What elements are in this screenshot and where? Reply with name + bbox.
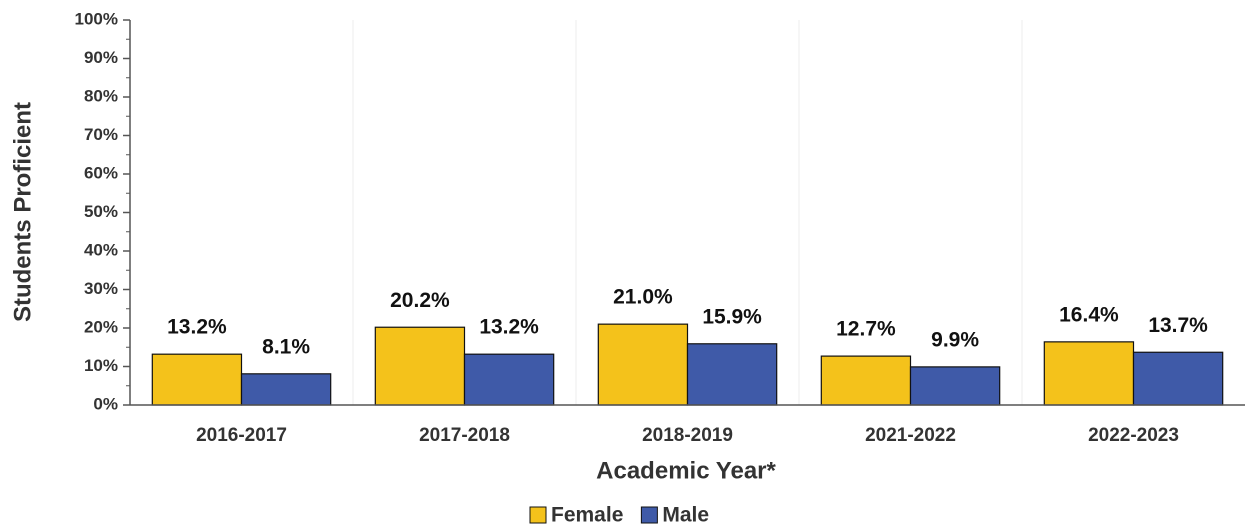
value-label: 13.7% <box>1148 314 1208 337</box>
bar <box>1132 351 1224 406</box>
y-tick-label: 90% <box>84 48 118 67</box>
x-tick-label: 2018-2019 <box>642 425 733 446</box>
legend-label: Male <box>662 504 709 526</box>
x-tick-label: 2017-2018 <box>419 425 510 446</box>
bar <box>909 366 1001 406</box>
legend-swatch <box>529 506 547 524</box>
y-tick-label: 80% <box>84 86 118 105</box>
bar <box>597 323 689 406</box>
value-label: 16.4% <box>1059 303 1119 326</box>
value-label: 8.1% <box>262 335 310 358</box>
value-label: 20.2% <box>390 289 450 312</box>
y-tick-label: 70% <box>84 125 118 144</box>
y-tick-label: 60% <box>84 163 118 182</box>
x-axis-title: Academic Year* <box>596 457 776 484</box>
y-tick-label: 0% <box>93 394 118 413</box>
bar <box>820 355 912 406</box>
bar <box>151 353 243 406</box>
y-tick-label: 30% <box>84 279 118 298</box>
bar <box>374 326 466 406</box>
bar <box>240 373 332 406</box>
bar <box>1043 341 1135 406</box>
legend-swatch <box>640 506 658 524</box>
y-axis-title: Students Proficient <box>9 102 36 322</box>
bar <box>686 343 778 406</box>
y-tick-label: 20% <box>84 317 118 336</box>
y-tick-label: 50% <box>84 202 118 221</box>
value-label: 21.0% <box>613 286 673 309</box>
bar <box>463 353 555 406</box>
value-label: 9.9% <box>931 328 979 351</box>
y-tick-label: 10% <box>84 356 118 375</box>
value-label: 13.2% <box>167 316 227 339</box>
y-tick-label: 40% <box>84 240 118 259</box>
value-label: 12.7% <box>836 318 896 341</box>
x-tick-label: 2022-2023 <box>1088 425 1179 446</box>
value-label: 15.9% <box>702 305 762 328</box>
x-tick-label: 2016-2017 <box>196 425 287 446</box>
y-tick-label: 100% <box>75 9 118 28</box>
x-tick-label: 2021-2022 <box>865 425 956 446</box>
legend-label: Female <box>551 504 623 526</box>
value-label: 13.2% <box>479 316 539 339</box>
